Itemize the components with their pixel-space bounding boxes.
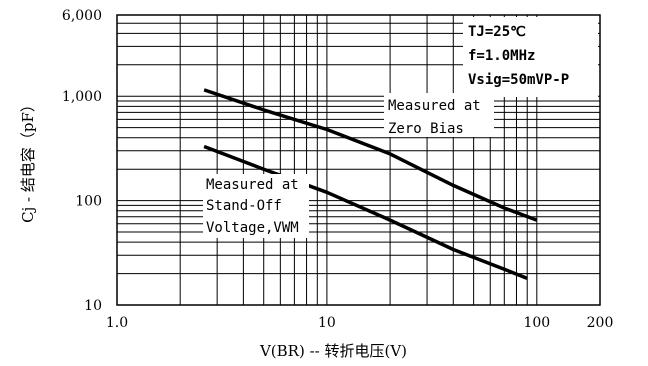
x-tick-label: 200 [587, 315, 614, 331]
condition-signal: Vsig=50mVP-P [468, 72, 569, 88]
y-tick-label: 6,000 [62, 8, 102, 24]
condition-frequency: f=1.0MHz [468, 48, 535, 64]
x-tick-label: 10 [318, 315, 336, 331]
standoff-label-line2: Stand-Off [206, 198, 282, 214]
y-tick-label: 100 [75, 194, 102, 210]
zero-bias-label-box [384, 93, 494, 137]
y-axis-title: Cj - 结电容（pF） [19, 97, 37, 223]
condition-temperature: TJ=25℃ [468, 24, 526, 40]
series-line [203, 144, 528, 281]
zero-bias-label-line1: Measured at [388, 98, 481, 114]
series-line [203, 88, 538, 222]
y-tick-label: 10 [84, 298, 102, 314]
x-axis-title: V(BR) -- 转折电压(V) [259, 342, 407, 360]
y-tick-label: 1,000 [62, 89, 102, 105]
axis-titles: V(BR) -- 转折电压(V) Cj - 结电容（pF） [19, 97, 407, 360]
series-layer [203, 88, 538, 281]
plot-frame [116, 14, 601, 306]
standoff-label-line3: Voltage,VWM [206, 220, 299, 236]
standoff-label-line1: Measured at [206, 177, 299, 193]
x-tick-label: 100 [523, 315, 550, 331]
standoff-label-box [203, 174, 309, 238]
x-tick-label: 1.0 [106, 315, 128, 331]
zero-bias-label-line2: Zero Bias [388, 121, 464, 137]
annotations: TJ=25℃ f=1.0MHz Vsig=50mVP-P Measured at Zer… [203, 17, 598, 238]
conditions-box [463, 17, 598, 97]
